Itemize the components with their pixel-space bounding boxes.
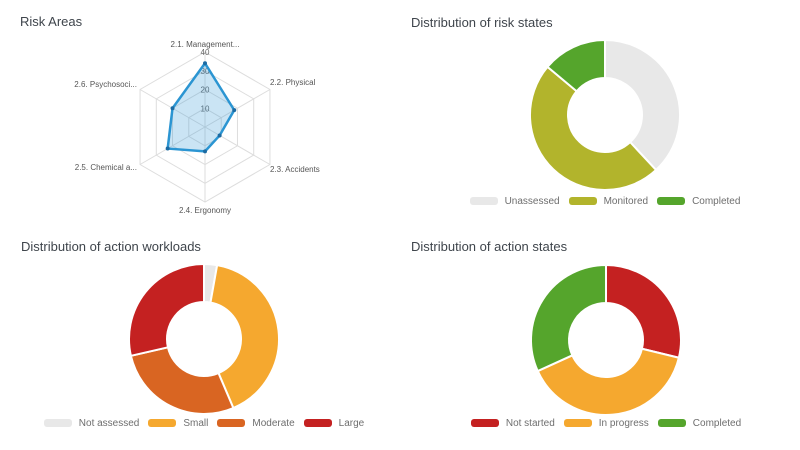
radar-axis-label-2-6-psychosoci-: 2.6. Psychosoci... [74, 80, 137, 89]
radar-point-2-3-accidents[interactable] [217, 133, 222, 138]
legend-label: Small [183, 417, 209, 429]
legend-swatch-small [148, 419, 177, 427]
legend-swatch-unassessed [469, 197, 498, 205]
legend-swatch-monitored [568, 197, 597, 205]
radar-axis-label-2-5-chemical-a-: 2.5. Chemical a... [75, 163, 137, 172]
legend-swatch-not-assessed [43, 419, 72, 427]
legend-label: Completed [692, 417, 742, 429]
radar-axis-label-2-1-management-: 2.1. Management... [171, 40, 240, 49]
legend-label: Moderate [252, 417, 295, 429]
radar-axis-label-2-4-ergonomy: 2.4. Ergonomy [179, 206, 231, 215]
action-states-donut-svg [530, 264, 682, 417]
donut-slice-small[interactable] [209, 264, 280, 410]
legend-item-completed[interactable]: Completed [657, 196, 740, 207]
radar-grid-spoke [204, 89, 271, 128]
action-states-title: Distribution of action states [411, 239, 568, 254]
legend-item-not-assessed[interactable]: Not assessed [43, 417, 140, 429]
risk-areas-title: Risk Areas [20, 14, 83, 29]
radar-point-2-2-physical[interactable] [232, 108, 237, 113]
action-workloads-title: Distribution of action workloads [21, 239, 201, 254]
risk-areas-radar-svg: 10 20 30 402.1. Management... 2.2. Physical 2… [74, 40, 320, 215]
legend-swatch-large [303, 419, 332, 427]
action-workloads-legend: Not assessed Small Moderate Large [14, 416, 394, 430]
legend-label: Completed [692, 195, 741, 207]
legend-swatch-in-progress [563, 419, 592, 427]
radar-point-2-1-management-[interactable] [203, 61, 207, 66]
legend-label: Unassessed [504, 195, 560, 207]
donut-slice-monitored[interactable] [529, 65, 657, 192]
legend-item-moderate[interactable]: Moderate [217, 417, 295, 429]
radar-point-2-4-ergonomy[interactable] [203, 149, 207, 154]
legend-item-completed[interactable]: Completed [657, 417, 742, 429]
legend-item-monitored[interactable]: Monitored [568, 195, 649, 207]
legend-item-large[interactable]: Large [303, 417, 365, 429]
risk-states-donut-svg [529, 39, 681, 192]
legend-swatch-completed [657, 197, 686, 205]
radar-axis-label-2-2-physical: 2.2. Physical [270, 78, 316, 87]
action-states-legend: Not started In progress Completed [416, 416, 796, 430]
donut-slice-in-progress[interactable] [536, 347, 680, 417]
risk-areas-radar-chart: 10 20 30 402.1. Management... 2.2. Physical 2… [55, 36, 355, 226]
risk-states-legend: Unassessed Monitored Completed [415, 194, 795, 208]
legend-label: Not assessed [78, 417, 140, 429]
legend-label: In progress [598, 417, 649, 429]
legend-label: Large [338, 417, 365, 429]
donut-slice-completed[interactable] [546, 39, 606, 93]
donut-slice-not-started[interactable] [605, 264, 682, 359]
action-workloads-donut-chart [124, 259, 284, 419]
action-states-donut-chart [526, 260, 686, 420]
radar-grid-spoke [204, 126, 271, 165]
donut-slice-unassessed[interactable] [604, 39, 681, 171]
radar-point-2-6-psychosoci-[interactable] [170, 106, 175, 111]
radar-tick-label: 40 [201, 48, 210, 57]
radar-tick-label: 20 [201, 86, 210, 95]
radar-tick-label: 30 [201, 67, 210, 76]
legend-item-small[interactable]: Small [148, 418, 208, 429]
radar-axis-label-2-3-accidents: 2.3. Accidents [270, 165, 320, 174]
risk-states-donut-chart [525, 35, 685, 195]
risk-states-title: Distribution of risk states [411, 15, 553, 30]
legend-label: Monitored [603, 195, 649, 207]
legend-item-not-started[interactable]: Not started [470, 417, 555, 429]
radar-tick-label: 10 [201, 104, 210, 113]
legend-swatch-completed [657, 419, 686, 427]
donut-slice-completed[interactable] [530, 264, 607, 373]
legend-item-in-progress[interactable]: In progress [563, 417, 649, 429]
action-workloads-donut-svg [128, 263, 280, 415]
radar-point-2-5-chemical-a-[interactable] [165, 146, 170, 151]
donut-slice-large[interactable] [128, 263, 205, 357]
radar-grid-spoke [139, 126, 206, 165]
legend-label: Not started [505, 417, 555, 429]
donut-slice-moderate[interactable] [129, 346, 235, 415]
legend-swatch-moderate [217, 419, 246, 427]
legend-swatch-not-started [470, 419, 499, 427]
legend-item-unassessed[interactable]: Unassessed [469, 195, 560, 207]
